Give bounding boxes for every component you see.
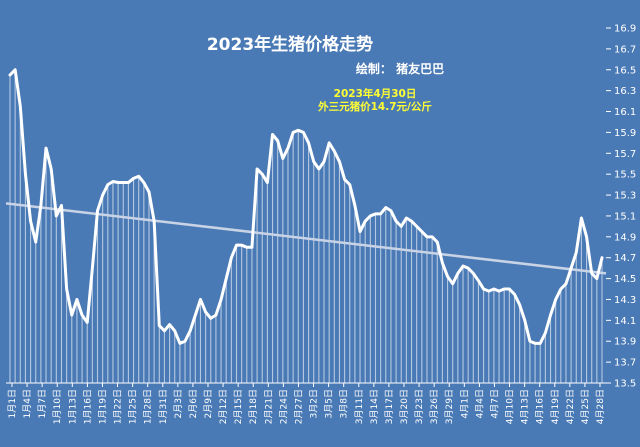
x-tick-label: 4月22日 <box>565 389 576 424</box>
x-tick-label: 1月10日 <box>52 389 63 424</box>
x-tick-label: 1月19日 <box>97 389 108 424</box>
x-tick-label: 3月5日 <box>324 389 335 418</box>
annotation-date: 2023年4月30日 <box>334 87 417 100</box>
x-tick-label: 3月14日 <box>369 389 380 424</box>
x-tick-label: 4月28日 <box>595 389 606 424</box>
y-tick-label: 13.9 <box>614 337 636 348</box>
x-tick-label: 4月19日 <box>550 389 561 424</box>
y-tick-label: 13.5 <box>614 379 636 390</box>
y-tick-label: 14.3 <box>614 295 636 306</box>
x-tick-label: 1月22日 <box>113 389 124 424</box>
x-tick-label: 1月16日 <box>82 389 93 424</box>
y-tick-label: 15.7 <box>614 149 636 160</box>
annotation-price: 外三元猪价14.7元/公斤 <box>317 100 432 113</box>
y-tick-label: 16.9 <box>614 24 636 35</box>
y-tick-label: 16.3 <box>614 86 636 97</box>
trend-line <box>5 202 607 275</box>
trend-group <box>5 202 607 275</box>
y-tick-label: 15.9 <box>614 128 636 139</box>
y-tick-label: 16.5 <box>614 65 636 76</box>
x-tick-label: 1月13日 <box>67 389 78 424</box>
x-tick-label: 2月24日 <box>278 389 289 424</box>
fill-bars <box>9 69 603 383</box>
y-tick-label: 14.7 <box>614 253 636 264</box>
y-axis: 13.5 13.7 13.9 14.1 14.3 14.5 14.7 14.9 15.1 15.3… <box>606 24 636 390</box>
x-tick-label: 3月20日 <box>399 389 410 424</box>
y-tick-label: 16.1 <box>614 107 636 118</box>
x-tick-label: 3月2日 <box>309 389 320 418</box>
y-tick-label: 15.5 <box>614 170 636 181</box>
x-axis: 1月1日 1月4日 1月7日 1月10日 1月13日 1月16日 1月19日 1月22日 1月2… <box>6 382 606 424</box>
x-tick-label: 2月27日 <box>293 389 304 424</box>
x-tick-label: 2月9日 <box>203 389 214 418</box>
y-tick-label: 14.5 <box>614 274 636 285</box>
y-tick-label: 14.9 <box>614 232 636 243</box>
x-tick-label: 2月6日 <box>188 389 199 418</box>
y-tick-label: 13.7 <box>614 358 636 369</box>
x-tick-label: 4月25日 <box>580 389 591 424</box>
x-tick-label: 2月18日 <box>248 389 259 424</box>
x-tick-label: 4月1日 <box>459 389 470 418</box>
x-tick-label: 4月4日 <box>474 389 485 418</box>
x-tick-label: 1月7日 <box>37 389 48 418</box>
x-tick-label: 1月25日 <box>128 389 139 424</box>
x-tick-label: 4月10日 <box>505 389 516 424</box>
x-tick-label: 3月8日 <box>339 389 350 418</box>
y-tick-label: 14.1 <box>614 316 636 327</box>
x-tick-label: 3月17日 <box>384 389 395 424</box>
x-tick-label: 4月13日 <box>520 389 531 424</box>
x-tick-label: 3月23日 <box>414 389 425 424</box>
x-tick-label: 4月7日 <box>489 389 500 418</box>
x-tick-label: 3月29日 <box>444 389 455 424</box>
chart-title: 2023年生猪价格走势 <box>207 34 373 55</box>
x-tick-label: 1月31日 <box>158 389 169 424</box>
x-tick-label: 2月15日 <box>233 389 244 424</box>
x-tick-label: 2月3日 <box>173 389 184 418</box>
x-tick-label: 3月26日 <box>429 389 440 424</box>
y-tick-label: 16.7 <box>614 44 636 55</box>
x-tick-label: 1月28日 <box>143 389 154 424</box>
x-tick-label: 3月11日 <box>354 389 365 424</box>
x-tick-label: 4月16日 <box>535 389 546 424</box>
price-line-group <box>8 68 604 345</box>
x-tick-label: 2月21日 <box>263 389 274 424</box>
x-tick-label: 1月4日 <box>22 389 33 418</box>
y-tick-label: 15.3 <box>614 191 636 202</box>
x-tick-label: 2月12日 <box>218 389 229 424</box>
chart-credit: 绘制： 猪友巴巴 <box>356 61 444 76</box>
y-tick-label: 15.1 <box>614 211 636 222</box>
x-tick-label: 1月1日 <box>7 389 18 418</box>
price-line <box>8 68 604 345</box>
